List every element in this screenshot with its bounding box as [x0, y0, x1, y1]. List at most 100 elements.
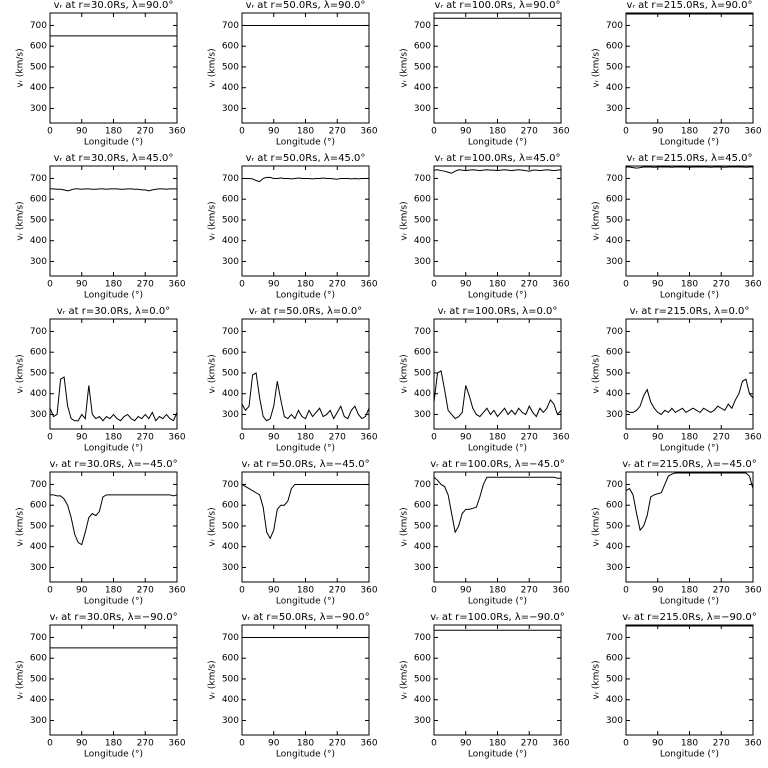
panel: vᵣ at r=215.0Rs, λ=0.0° 0 90 180 270 360 300 40… [592, 306, 762, 454]
y-tick-label: 300 [606, 257, 623, 267]
x-tick-label: 0 [623, 280, 629, 290]
panel-title: vᵣ at r=30.0Rs, λ=45.0° [54, 153, 174, 164]
x-tick-label: 0 [239, 127, 245, 137]
y-tick-label: 700 [222, 327, 239, 337]
y-tick-label: 400 [30, 83, 47, 93]
x-tick-label: 0 [47, 739, 53, 749]
x-tick-label: 90 [268, 433, 280, 443]
y-tick-label: 700 [606, 480, 623, 490]
y-tick-label: 300 [606, 410, 623, 420]
x-tick-label: 270 [329, 586, 346, 596]
y-axis-label: vᵣ (km/s) [16, 660, 26, 699]
plot-frame [433, 471, 562, 583]
panel: vᵣ at r=215.0Rs, λ=45.0° 0 90 180 270 360 300 4… [592, 153, 762, 301]
panel-title: vᵣ at r=50.0Rs, λ=0.0° [249, 306, 362, 317]
y-tick-label: 700 [222, 633, 239, 643]
y-tick-label: 700 [30, 480, 47, 490]
x-tick-label: 180 [105, 586, 122, 596]
x-axis-label: Longitude (°) [276, 444, 335, 454]
y-tick-label: 600 [606, 42, 623, 52]
plot-frame [49, 165, 178, 277]
y-axis-label: vᵣ (km/s) [592, 354, 602, 393]
x-tick-label: 0 [623, 586, 629, 596]
x-tick-label: 180 [105, 739, 122, 749]
y-tick-label: 500 [30, 62, 47, 72]
plot-frame [433, 165, 562, 277]
x-tick-label: 180 [489, 739, 506, 749]
plot-frame [49, 624, 178, 736]
y-tick-label: 500 [606, 215, 623, 225]
y-axis-label: vᵣ (km/s) [592, 660, 602, 699]
x-tick-label: 180 [105, 433, 122, 443]
x-tick-label: 90 [460, 280, 472, 290]
x-tick-label: 360 [552, 586, 569, 596]
x-tick-label: 90 [460, 127, 472, 137]
y-axis-label: vᵣ (km/s) [400, 201, 410, 240]
plot-frame [241, 624, 370, 736]
data-line [433, 370, 562, 420]
panel-title: vᵣ at r=50.0Rs, λ=45.0° [246, 153, 366, 164]
x-tick-label: 270 [521, 433, 538, 443]
y-tick-label: 500 [606, 521, 623, 531]
y-tick-label: 700 [606, 21, 623, 31]
x-tick-label: 180 [489, 127, 506, 137]
y-axis-label: vᵣ (km/s) [400, 507, 410, 546]
x-tick-label: 180 [681, 280, 698, 290]
panel: vᵣ at r=100.0Rs, λ=90.0° 0 90 180 270 360 300 4… [400, 0, 570, 148]
panel-title: vᵣ at r=30.0Rs, λ=−45.0° [49, 459, 177, 470]
x-tick-label: 360 [552, 127, 569, 137]
y-tick-label: 400 [30, 236, 47, 246]
y-tick-label: 700 [414, 174, 431, 184]
x-tick-label: 0 [623, 127, 629, 137]
y-tick-label: 600 [606, 195, 623, 205]
x-tick-label: 90 [76, 739, 88, 749]
y-tick-label: 500 [606, 674, 623, 684]
y-tick-label: 400 [30, 695, 47, 705]
x-tick-label: 180 [105, 280, 122, 290]
panel: vᵣ at r=100.0Rs, λ=−45.0° 0 90 180 270 360 300… [400, 459, 570, 607]
y-tick-label: 600 [606, 348, 623, 358]
data-line [50, 188, 177, 192]
x-tick-label: 180 [489, 586, 506, 596]
plot-frame [433, 624, 562, 736]
x-axis-label: Longitude (°) [84, 138, 143, 148]
x-tick-label: 270 [329, 739, 346, 749]
y-axis-label: vᵣ (km/s) [208, 354, 218, 393]
y-tick-label: 400 [606, 542, 623, 552]
y-tick-label: 300 [414, 563, 431, 573]
x-tick-label: 0 [239, 433, 245, 443]
panel: vᵣ at r=100.0Rs, λ=45.0° 0 90 180 270 360 300 4… [400, 153, 570, 301]
y-tick-label: 600 [414, 195, 431, 205]
data-line [242, 176, 369, 183]
data-line [625, 472, 754, 532]
y-tick-label: 300 [30, 563, 47, 573]
y-tick-label: 700 [222, 480, 239, 490]
y-tick-label: 700 [414, 21, 431, 31]
x-tick-label: 0 [431, 586, 437, 596]
x-axis-label: Longitude (°) [660, 597, 719, 607]
x-axis-label: Longitude (°) [660, 750, 719, 760]
panel-title: vᵣ at r=100.0Rs, λ=−45.0° [430, 459, 565, 470]
y-tick-label: 500 [222, 521, 239, 531]
plot-frame [625, 12, 754, 124]
x-tick-label: 90 [76, 280, 88, 290]
y-tick-label: 700 [414, 327, 431, 337]
y-tick-label: 600 [414, 501, 431, 511]
y-tick-label: 700 [606, 633, 623, 643]
x-tick-label: 90 [76, 127, 88, 137]
plot-frame [241, 471, 370, 583]
panel-title: vᵣ at r=100.0Rs, λ=0.0° [438, 306, 558, 317]
x-tick-label: 0 [623, 433, 629, 443]
panel: vᵣ at r=215.0Rs, λ=−45.0° 0 90 180 270 360 300… [592, 459, 762, 607]
x-axis-label: Longitude (°) [84, 750, 143, 760]
panel-title: vᵣ at r=100.0Rs, λ=45.0° [434, 153, 560, 164]
y-axis-label: vᵣ (km/s) [16, 354, 26, 393]
x-tick-label: 360 [360, 739, 377, 749]
data-line [50, 494, 178, 546]
data-line [49, 376, 178, 422]
y-axis-label: vᵣ (km/s) [592, 507, 602, 546]
y-tick-label: 300 [606, 716, 623, 726]
panel: vᵣ at r=30.0Rs, λ=0.0° 0 90 180 270 360 300 400… [16, 306, 186, 454]
y-tick-label: 700 [30, 21, 47, 31]
